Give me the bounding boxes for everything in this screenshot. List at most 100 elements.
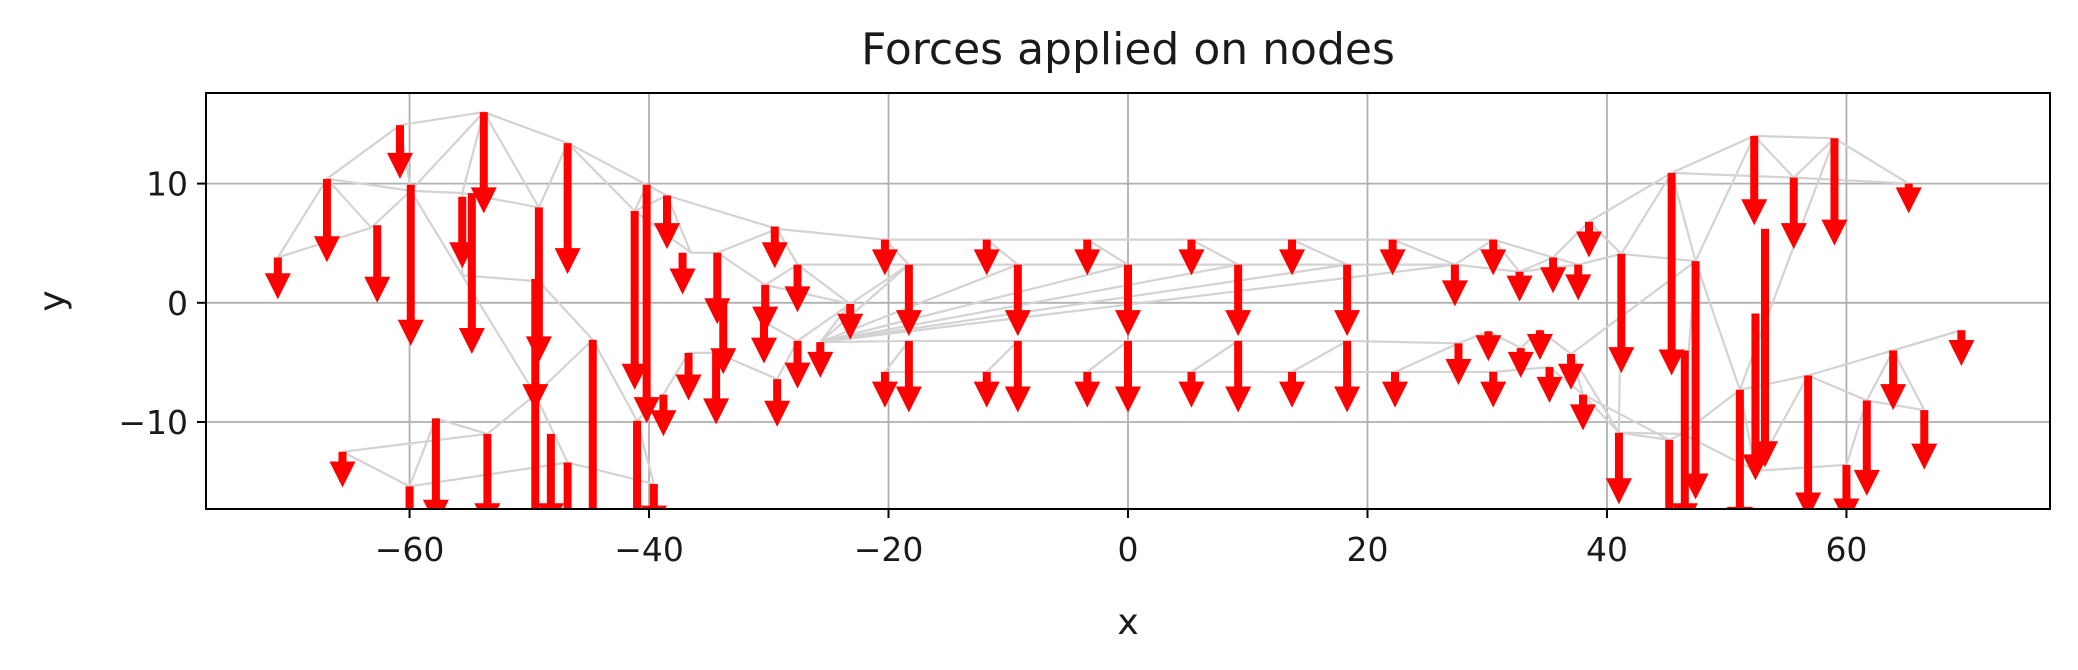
mesh-edge: [820, 339, 909, 344]
x-tick-label: −60: [375, 530, 445, 569]
x-axis-ticks: −60 −40 −20 0 20 40 60: [375, 509, 1867, 569]
mesh-edge: [1807, 374, 1868, 402]
mesh-edge: [1582, 393, 1620, 434]
mesh-edge: [1671, 171, 1794, 179]
force-arrow: [1658, 172, 1685, 376]
mesh-edge: [819, 303, 852, 343]
force-arrow: [554, 143, 581, 275]
force-arrow: [750, 321, 777, 364]
force-arrow: [1178, 239, 1205, 276]
mesh-edge: [662, 352, 690, 396]
force-arrow: [1178, 371, 1205, 408]
mesh-edge: [1588, 171, 1673, 223]
mesh-edge: [1793, 176, 1909, 185]
x-tick-label: 20: [1346, 530, 1388, 569]
mesh-edge: [482, 111, 540, 208]
force-arrow: [1225, 264, 1252, 337]
force-arrow: [1004, 264, 1031, 337]
mesh-edge: [716, 251, 766, 286]
mesh-edge: [1671, 134, 1755, 174]
force-arrow: [1682, 261, 1709, 500]
force-arrow: [422, 418, 449, 509]
force-arrow: [837, 303, 864, 340]
force-arrow: [1445, 343, 1472, 386]
x-tick-label: 0: [1118, 530, 1139, 569]
force-arrow: [761, 226, 788, 269]
mesh-edge: [1681, 388, 1741, 435]
mesh-edge: [849, 263, 910, 305]
mesh-edge: [409, 111, 485, 192]
force-arrow: [650, 394, 677, 437]
force-arrow: [1880, 350, 1907, 411]
force-arrow: [1665, 439, 1674, 509]
mesh-edge: [1347, 339, 1459, 345]
force-arrow: [752, 284, 779, 333]
mesh-edge: [326, 124, 401, 180]
force-arrow: [313, 178, 340, 263]
force-arrow: [1480, 239, 1507, 276]
force-arrow: [1565, 264, 1592, 301]
force-arrow: [654, 195, 680, 250]
y-tick-label: −10: [118, 403, 188, 442]
force-arrow: [554, 462, 581, 509]
x-tick-label: 60: [1825, 530, 1867, 569]
mesh-edge: [796, 263, 851, 305]
mesh-edge: [986, 238, 1019, 266]
mesh-edge: [399, 110, 484, 127]
force-arrow: [1536, 367, 1563, 403]
mesh-edge: [1394, 342, 1459, 373]
mesh-edge: [1552, 256, 1579, 266]
mesh-edge: [1454, 238, 1494, 266]
force-arrow: [1279, 371, 1306, 408]
mesh-edge: [1086, 238, 1129, 266]
mesh-edge: [326, 178, 373, 229]
force-arrow: [871, 239, 898, 276]
mesh-edge: [1754, 134, 1835, 140]
mesh-edge: [1833, 137, 1910, 185]
force-arrow: [1821, 138, 1848, 246]
mesh-edge: [1621, 252, 1696, 263]
force-arrow: [386, 125, 413, 179]
x-tick-label: −20: [854, 530, 924, 569]
force-arrow: [669, 252, 696, 295]
force-arrow: [1115, 340, 1141, 413]
mesh-edge: [1458, 330, 1489, 345]
mesh-edge: [276, 178, 328, 259]
mesh-edge: [342, 432, 488, 453]
force-arrow: [1074, 239, 1101, 276]
mesh-edge: [1620, 172, 1673, 255]
mesh-edge: [1552, 220, 1590, 259]
mesh-edge: [666, 194, 778, 230]
mesh-edge: [1086, 340, 1129, 373]
force-arrow: [474, 433, 501, 509]
mesh-edge: [1291, 339, 1348, 373]
force-arrow: [1605, 432, 1632, 505]
mesh-edge: [1190, 238, 1239, 266]
mesh-edge: [1753, 135, 1795, 179]
mesh-edge: [819, 263, 1129, 344]
force-arrow: [1004, 340, 1031, 413]
force-arrow: [764, 379, 791, 427]
force-arrow: [588, 339, 597, 509]
mesh-edge: [435, 417, 488, 435]
force-arrow: [1570, 394, 1597, 431]
force-arrow: [1506, 271, 1533, 302]
force-arrow: [397, 184, 424, 346]
mesh-edge: [1588, 220, 1623, 255]
mesh-edges: [276, 110, 1962, 488]
mesh-edge: [1548, 366, 1584, 396]
mesh-edge: [1755, 463, 1847, 472]
mesh-edge: [776, 228, 799, 266]
chart-title: Forces applied on nodes: [861, 24, 1395, 75]
mesh-edge: [796, 303, 851, 342]
force-arrow: [264, 257, 291, 300]
force-arrow: [1475, 331, 1502, 362]
force-arrow: [1911, 410, 1938, 470]
force-arrow: [364, 225, 391, 303]
force-arrow: [1074, 371, 1101, 408]
force-arrow: [1441, 264, 1468, 307]
force-arrow: [1225, 340, 1252, 413]
mesh-edge: [408, 418, 437, 487]
force-arrow: [1507, 348, 1534, 378]
force-arrow: [784, 264, 811, 313]
